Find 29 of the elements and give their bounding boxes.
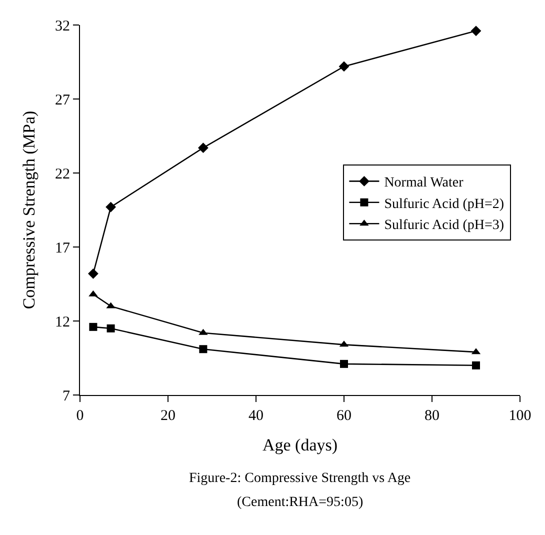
x-tick-label: 100 xyxy=(508,408,532,424)
point xyxy=(340,360,348,368)
x-tick-label: 40 xyxy=(248,408,264,424)
point xyxy=(106,324,115,332)
legend-label: Normal Water xyxy=(384,176,464,191)
text: (Cement:RHA=95:05) xyxy=(237,495,364,510)
y-tick-label: 22 xyxy=(55,166,70,182)
legend-label: Sulfuric Acid (pH=2) xyxy=(384,196,504,212)
point xyxy=(338,61,350,72)
text: Figure-2: Compressive Strength vs Age xyxy=(189,471,411,486)
y-tick-label: 7 xyxy=(62,388,70,404)
x-axis-title: Age (days) xyxy=(262,435,338,454)
y-tick-label: 17 xyxy=(55,240,70,256)
y-tick-label: 27 xyxy=(55,92,70,108)
x-tick-label: 20 xyxy=(160,408,176,424)
point xyxy=(89,322,98,331)
point xyxy=(106,202,116,212)
x-tick-label: 60 xyxy=(336,408,352,424)
point xyxy=(199,345,208,354)
y-tick-label: 12 xyxy=(55,314,70,330)
x-tick-label: 80 xyxy=(424,408,440,424)
y-tick-label: 32 xyxy=(55,18,70,34)
point xyxy=(472,361,480,370)
point xyxy=(198,142,208,154)
legend-label: Sulfuric Acid (pH=3) xyxy=(384,218,504,234)
y-axis-title: Compressive Strength (MPa) xyxy=(20,110,39,310)
point xyxy=(88,268,98,279)
x-tick-label: 0 xyxy=(76,408,84,424)
point xyxy=(470,26,482,36)
